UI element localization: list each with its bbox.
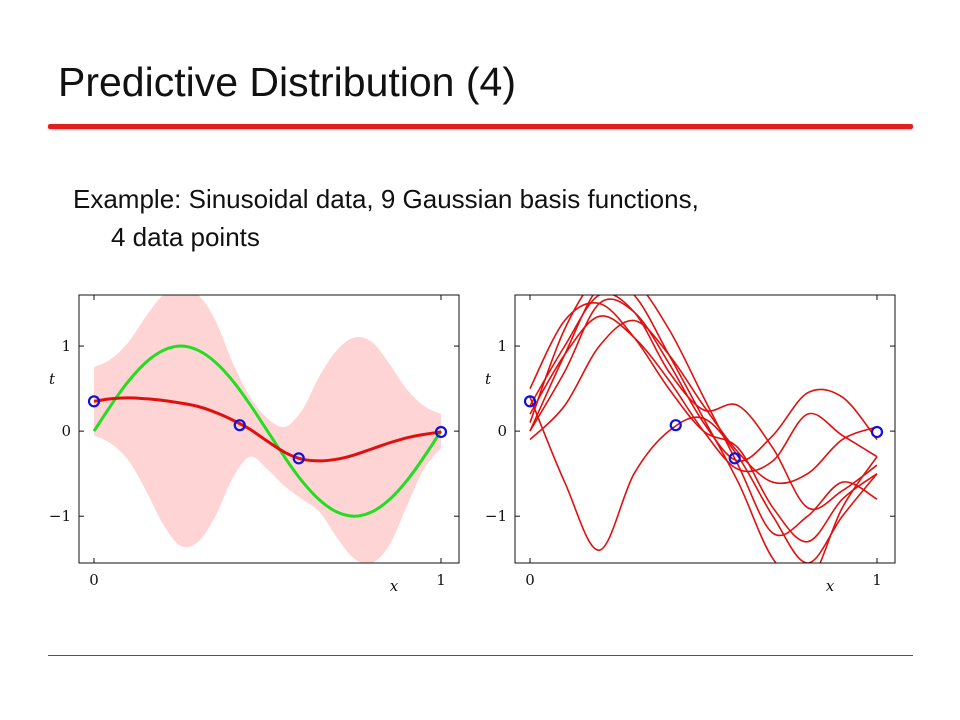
sample-curve-1 (529, 298, 878, 462)
slide-title: Predictive Distribution (4) (58, 59, 516, 105)
x-tick-label: 0 (525, 571, 535, 589)
subtitle-line-2: 4 data points (111, 222, 260, 252)
uncertainty-band (94, 295, 441, 563)
y-tick-label: 0 (497, 422, 507, 440)
x-axis-label: x (390, 577, 399, 595)
data-point (87, 395, 101, 408)
x-tick-label: 0 (89, 571, 99, 589)
posterior-samples-chart: 1 0 −1 0 1 x t (485, 294, 896, 595)
sample-curve-2 (529, 319, 878, 485)
slide-subtitle: Example: Sinusoidal data, 9 Gaussian bas… (73, 180, 893, 256)
sample-curve-8 (529, 302, 878, 543)
plot-area (529, 295, 878, 563)
y-tick-label: 1 (61, 337, 71, 355)
title-underline (48, 124, 913, 129)
y-tick-label: −1 (485, 507, 507, 525)
y-tick-label: 1 (497, 337, 507, 355)
data-point (292, 452, 305, 465)
sample-curve-5 (529, 295, 878, 563)
y-tick-label: −1 (49, 507, 71, 525)
sample-curve-6 (529, 295, 878, 537)
predictive-distribution-chart: 1 0 −1 0 1 x t (49, 294, 460, 595)
plot-area (92, 295, 443, 563)
sample-curve-3 (529, 315, 878, 473)
x-tick-label: 1 (872, 571, 882, 589)
plot-frame (78, 294, 460, 564)
data-point (669, 419, 682, 432)
plot-frame (514, 294, 896, 564)
y-axis-label: t (485, 370, 492, 388)
y-axis-label: t (49, 370, 56, 388)
data-point (434, 425, 448, 439)
x-tick-label: 1 (436, 571, 446, 589)
data-point (523, 395, 537, 408)
data-point (870, 425, 884, 439)
x-axis-label: x (826, 577, 835, 595)
data-point (728, 452, 741, 465)
mean-curve (93, 396, 442, 463)
subtitle-line-1: Example: Sinusoidal data, 9 Gaussian bas… (73, 184, 699, 214)
y-tick-label: 0 (61, 422, 71, 440)
sample-curve-4 (529, 396, 878, 563)
truth-curve (92, 344, 443, 518)
footer-rule (48, 655, 913, 656)
data-point (233, 419, 246, 432)
sample-curve-7 (529, 295, 878, 511)
